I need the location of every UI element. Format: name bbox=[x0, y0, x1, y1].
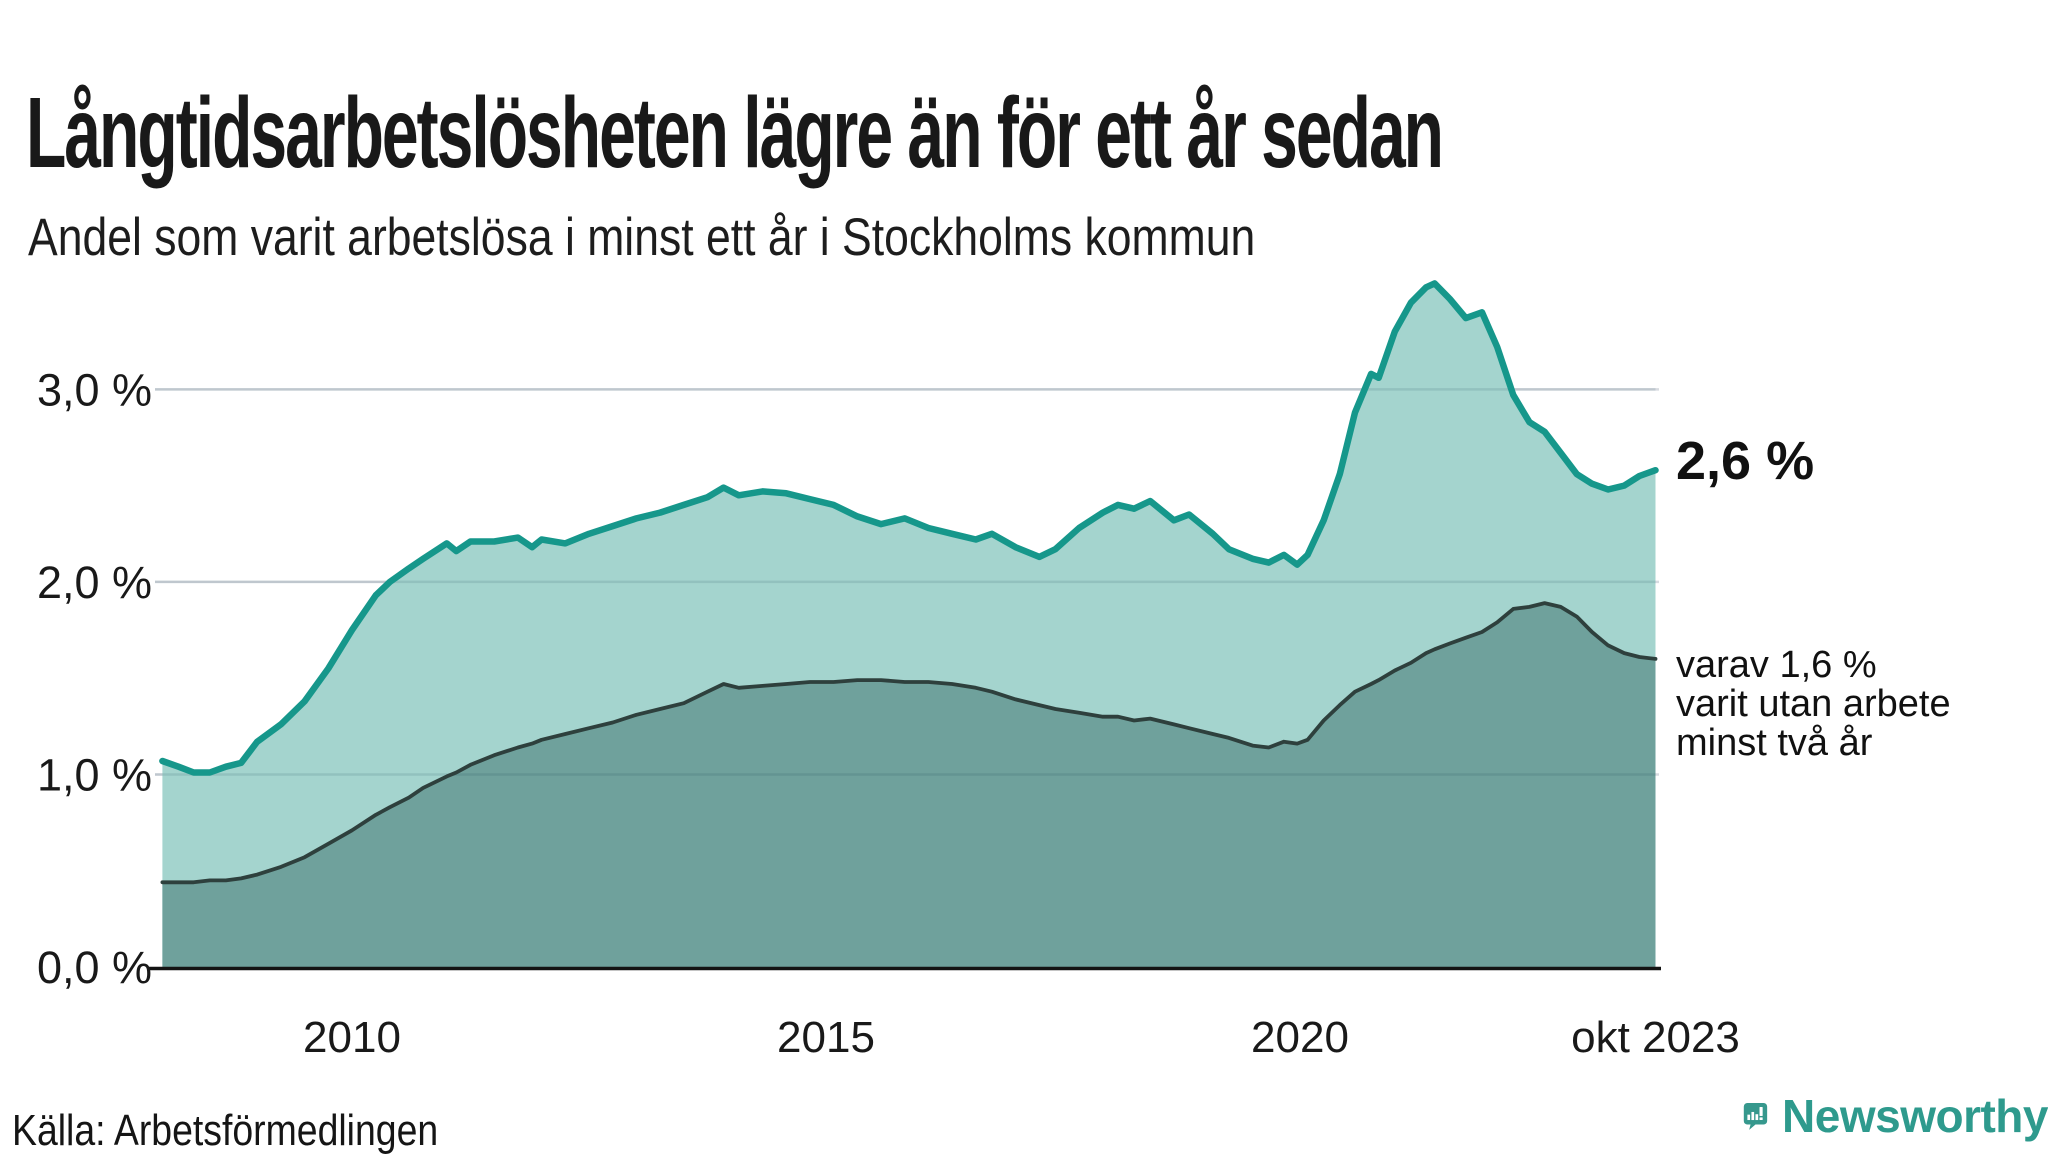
brand-lockup: Newsworthy bbox=[1742, 1086, 2048, 1146]
page-title: Långtidsarbetslösheten lägre än för ett … bbox=[26, 77, 1444, 189]
x-tick-label-1: 2015 bbox=[777, 1013, 875, 1062]
x-tick-label-3: okt 2023 bbox=[1571, 1013, 1740, 1062]
end-note-line-3: minst två år bbox=[1676, 722, 1873, 764]
y-tick-label-1: 2,0 % bbox=[37, 557, 152, 608]
series-line-minst-tva-ar bbox=[160, 601, 1658, 885]
y-tick-label-0: 3,0 % bbox=[37, 364, 152, 415]
exclamation-dot bbox=[1759, 1117, 1763, 1121]
end-value-label-total: 2,6 % bbox=[1676, 431, 1815, 491]
bar-1 bbox=[1747, 1114, 1751, 1121]
end-note-line-1: varav 1,6 % bbox=[1676, 644, 1877, 686]
bar-2 bbox=[1751, 1111, 1755, 1121]
bar-chart-speech-bubble-icon bbox=[1743, 1102, 1768, 1130]
source-attribution: Källa: Arbetsförmedlingen bbox=[12, 1106, 439, 1155]
x-tick-label-2: 2020 bbox=[1251, 1013, 1349, 1062]
area-chart: 3,0 % 2,0 % 1,0 % 0,0 % 2010 2015 2020 okt 2023 bbox=[37, 280, 1740, 1062]
bar-3 bbox=[1755, 1114, 1759, 1121]
x-tick-label-0: 2010 bbox=[303, 1013, 401, 1062]
y-tick-label-3: 0,0 % bbox=[37, 942, 152, 993]
end-note-line-2: varit utan arbete bbox=[1676, 683, 1951, 725]
area-fill-series-1 bbox=[162, 603, 1656, 967]
brand-wordmark: Newsworthy bbox=[1782, 1090, 2048, 1142]
end-note-label-two-years: varav 1,6 % varit utan arbete minst två … bbox=[1676, 646, 1951, 763]
page-subtitle: Andel som varit arbetslösa i minst ett å… bbox=[28, 208, 1256, 267]
exclamation-bar bbox=[1759, 1107, 1763, 1116]
y-tick-label-2: 1,0 % bbox=[37, 749, 152, 800]
series-line-minst-ett-ar bbox=[159, 280, 1659, 776]
